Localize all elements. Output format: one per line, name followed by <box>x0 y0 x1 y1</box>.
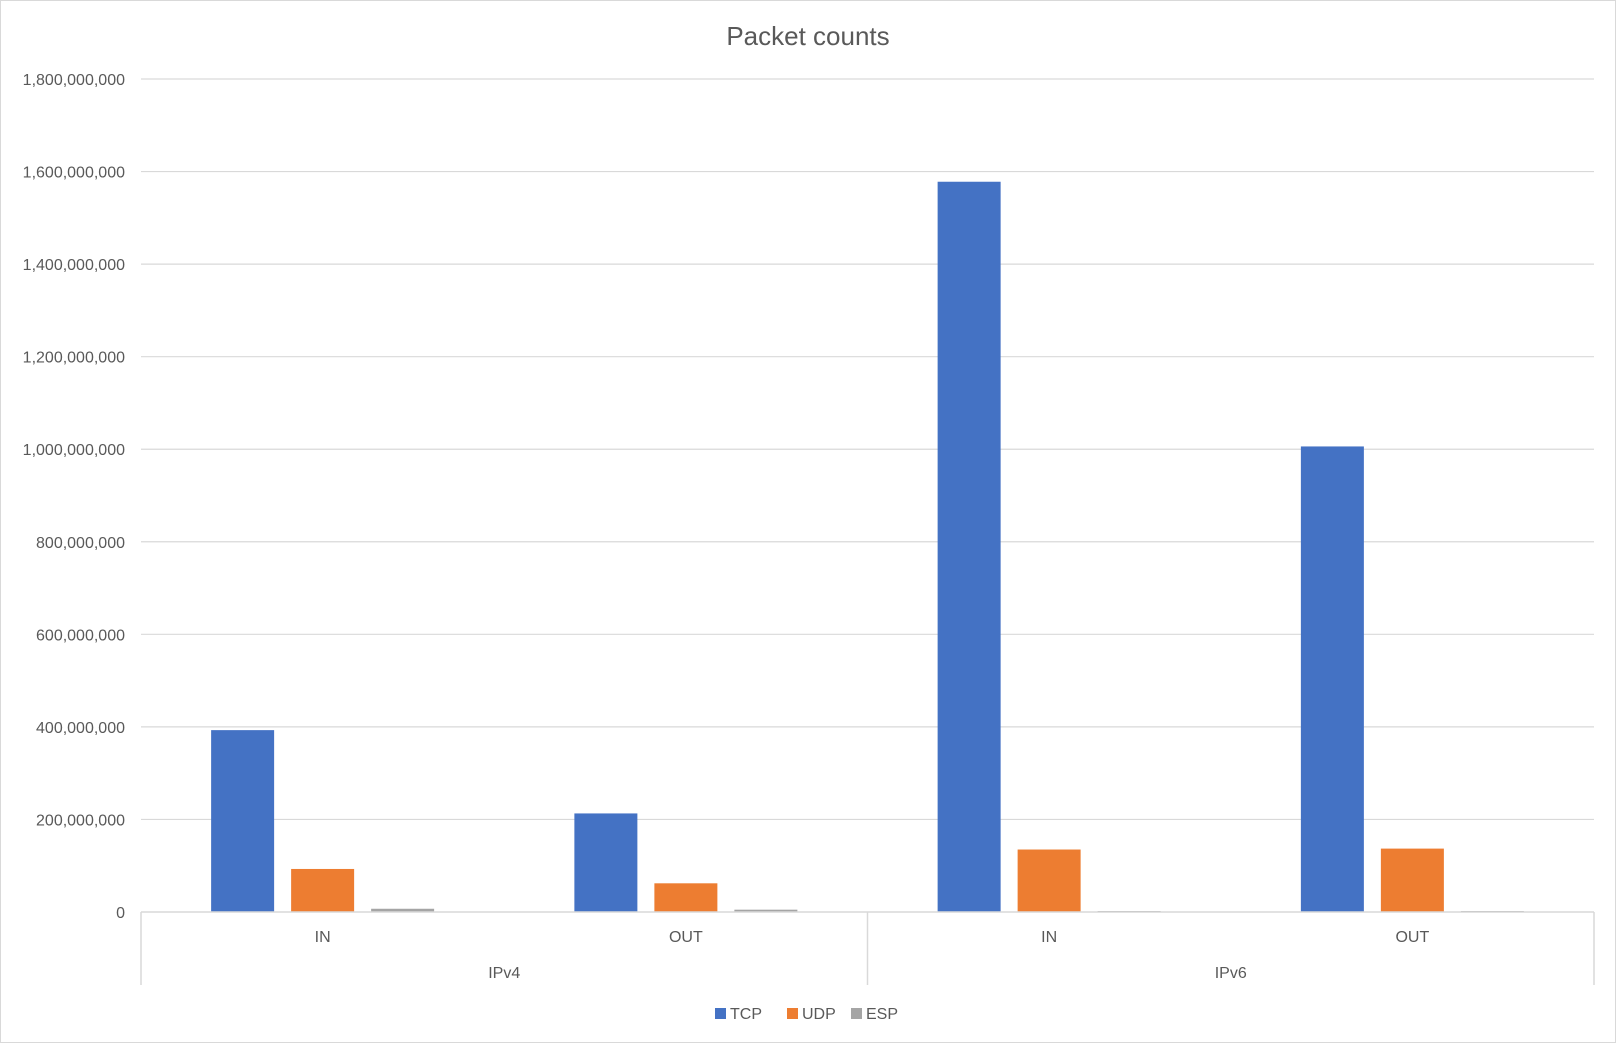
bar-udp-3 <box>1380 848 1444 912</box>
y-tick-label: 0 <box>116 905 125 922</box>
legend: TCP UDP ESP <box>715 1006 898 1023</box>
bar-tcp-0 <box>211 730 275 912</box>
x-group-label: IPv6 <box>1215 965 1247 982</box>
bar-esp-0 <box>371 908 435 912</box>
y-tick-label: 1,400,000,000 <box>23 257 125 274</box>
bars <box>211 181 1524 912</box>
bar-tcp-3 <box>1300 446 1364 912</box>
x-category-label: OUT <box>669 929 703 946</box>
x-category-label: IN <box>1041 929 1057 946</box>
x-group-label: IPv4 <box>488 965 520 982</box>
y-tick-label: 800,000,000 <box>36 535 125 552</box>
y-tick-label: 1,800,000,000 <box>23 72 125 89</box>
y-axis-tick-labels: 0 200,000,000 400,000,000 600,000,000 800,00… <box>23 72 125 922</box>
legend-label-esp: ESP <box>866 1006 898 1023</box>
bar-udp-0 <box>291 868 355 912</box>
legend-label-udp: UDP <box>802 1006 836 1023</box>
y-tick-label: 1,200,000,000 <box>23 350 125 367</box>
bar-esp-1 <box>734 909 798 912</box>
chart-title: Packet counts <box>726 21 889 51</box>
y-tick-label: 200,000,000 <box>36 812 125 829</box>
bar-tcp-2 <box>937 181 1001 912</box>
y-tick-label: 1,600,000,000 <box>23 165 125 182</box>
y-tick-label: 1,000,000,000 <box>23 442 125 459</box>
y-tick-label: 600,000,000 <box>36 627 125 644</box>
x-axis: IN OUT IN OUT IPv4 IPv6 <box>140 911 1595 985</box>
legend-swatch-tcp <box>715 1008 726 1019</box>
bar-udp-1 <box>654 883 718 912</box>
legend-swatch-esp <box>851 1008 862 1019</box>
legend-swatch-udp <box>787 1008 798 1019</box>
legend-label-tcp: TCP <box>730 1006 762 1023</box>
grid-lines <box>141 78 1594 821</box>
x-category-label: OUT <box>1395 929 1429 946</box>
x-category-label: IN <box>315 929 331 946</box>
y-tick-label: 400,000,000 <box>36 720 125 737</box>
bar-tcp-1 <box>574 813 638 912</box>
bar-udp-2 <box>1017 849 1081 912</box>
